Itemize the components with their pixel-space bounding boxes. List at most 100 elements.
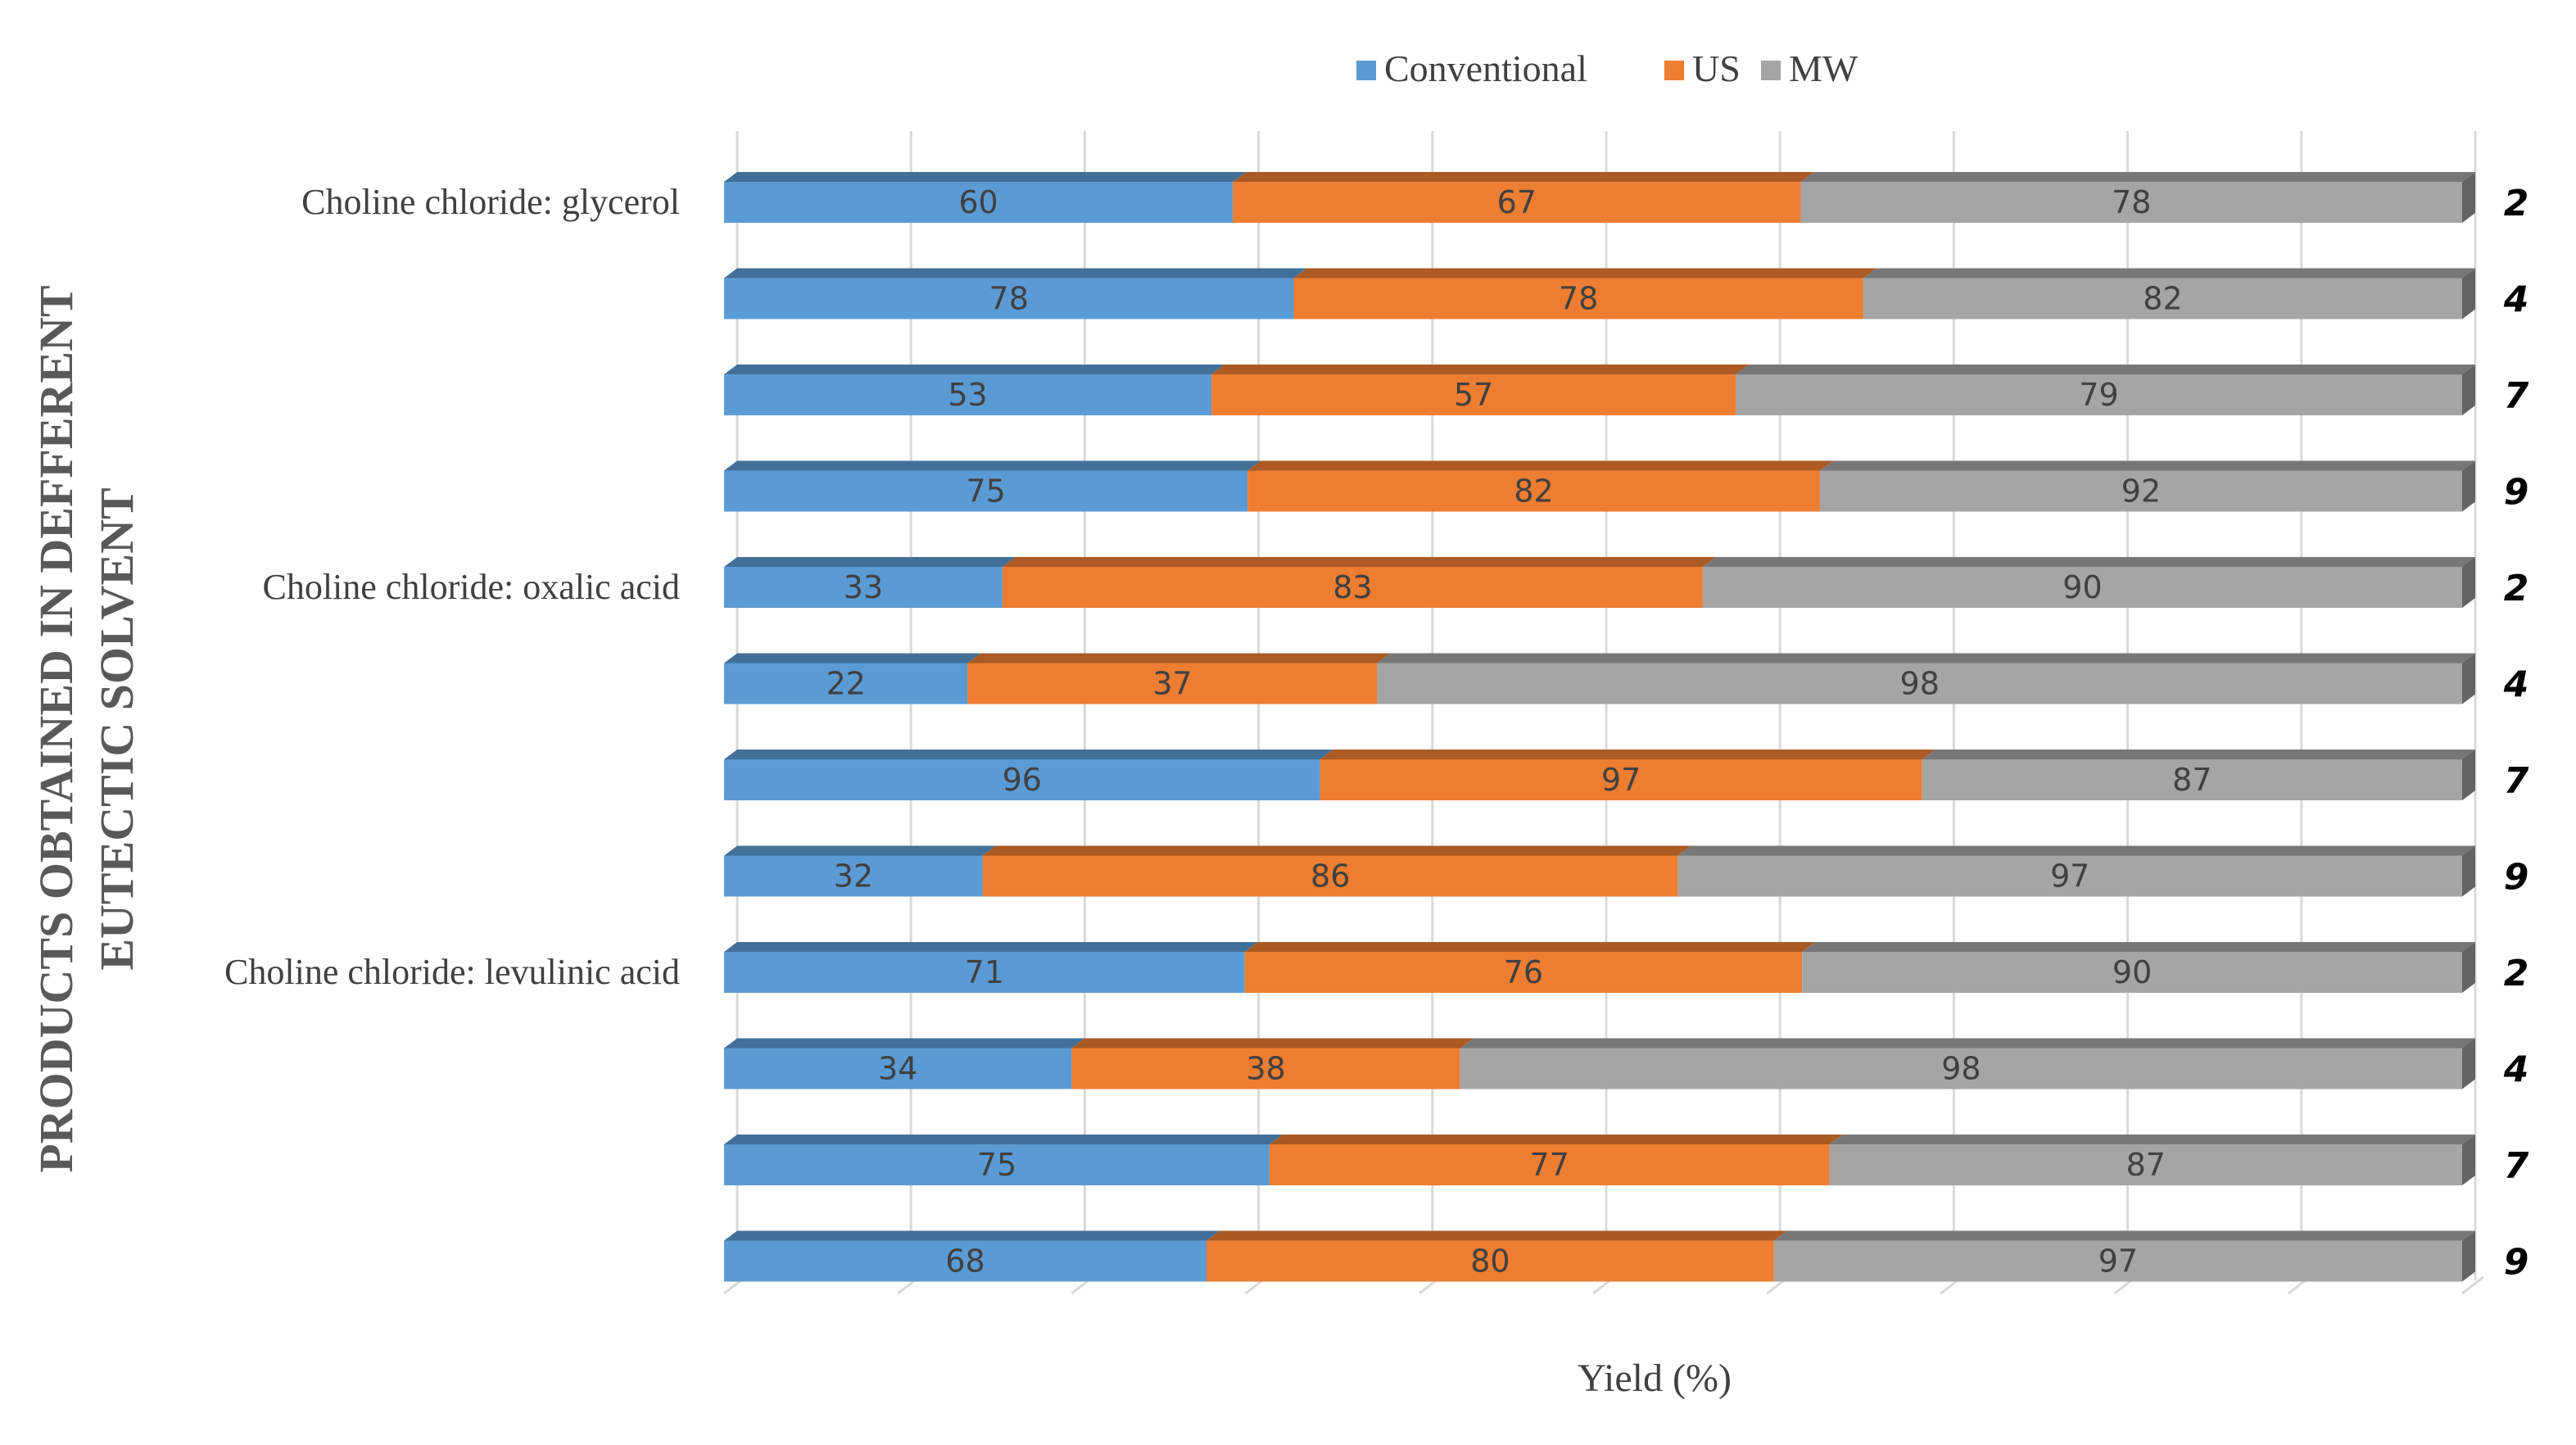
bar-segment (724, 759, 1320, 800)
bar-segment (1211, 374, 1736, 415)
bar-top-face (967, 653, 1391, 664)
bar-segment (724, 567, 1003, 608)
data-label: 86 (1311, 858, 1350, 895)
data-label: 87 (2126, 1147, 2166, 1183)
legend-swatch (1664, 61, 1684, 80)
bar-segment (1269, 1144, 1830, 1185)
bar-top-face (1460, 1038, 2475, 1049)
bar-segment (1377, 663, 2462, 704)
bar-segment (1922, 759, 2462, 800)
bar-segment (1802, 952, 2462, 993)
bar-segment (724, 182, 1234, 223)
bar-top-face (1244, 942, 1816, 952)
bar-segment (1800, 182, 2462, 223)
bar-segment (1819, 470, 2462, 512)
data-label: 32 (834, 858, 873, 895)
data-label: 77 (1530, 1147, 1569, 1183)
data-label: 98 (1900, 666, 1940, 702)
category-label: 9 (2504, 857, 2529, 899)
bar-segment (724, 663, 968, 704)
bar-segment (1206, 1240, 1774, 1282)
data-label: 68 (945, 1243, 985, 1280)
data-label: 97 (1601, 762, 1641, 798)
bar-segment (1863, 278, 2462, 319)
legend-label: MW (1789, 48, 1858, 89)
category-label: 7 (2504, 760, 2529, 802)
data-label: 80 (1470, 1243, 1510, 1280)
category-label: 4 (2503, 279, 2529, 321)
bar-side-face (2462, 1230, 2475, 1282)
data-label: 75 (977, 1147, 1016, 1183)
bar-top-face (1377, 653, 2475, 664)
bar-top-face (724, 845, 996, 856)
legend-swatch (1356, 61, 1376, 80)
legend-label: Conventional (1384, 48, 1587, 89)
group-label: Choline chloride: levulinic acid (224, 952, 680, 992)
bar-top-face (1233, 172, 1814, 182)
y-axis-title: PRODUCTS OBTAINED IN DEFFERENT EUTECTIC S… (29, 285, 143, 1172)
bar-top-face (1922, 750, 2475, 759)
category-label: 2 (2504, 183, 2529, 224)
bar-top-face (724, 750, 1333, 759)
data-label: 53 (948, 377, 987, 413)
bar-top-face (1247, 460, 1833, 471)
bar-segment (724, 1240, 1207, 1282)
data-label: 38 (1246, 1051, 1285, 1087)
bar-segment (724, 855, 983, 897)
bar-top-face (724, 653, 981, 664)
bar-side-face (2462, 172, 2475, 223)
bar-top-face (1269, 1135, 1843, 1144)
bar-top-face (724, 1230, 1220, 1241)
bar-top-face (724, 460, 1261, 471)
bar-side-face (2462, 557, 2475, 608)
bar-segment (724, 374, 1212, 415)
group-label: Choline chloride: glycerol (301, 182, 680, 222)
legend-label: US (1692, 48, 1741, 89)
bar-segment (724, 952, 1245, 993)
bar-top-face (724, 172, 1247, 182)
bar-top-face (1293, 268, 1877, 279)
bar-segment (1002, 567, 1703, 608)
data-label: 82 (2143, 281, 2182, 317)
category-label: 4 (2503, 1049, 2529, 1091)
bar-top-face (1211, 365, 1750, 374)
bar-segment (724, 1048, 1072, 1089)
bar-segment (1320, 759, 1922, 800)
data-label: 92 (2121, 473, 2161, 510)
bar-side-face (2462, 1135, 2475, 1185)
legend-swatch (1761, 61, 1781, 80)
data-label: 98 (1941, 1051, 1981, 1087)
data-label: 22 (826, 666, 865, 702)
data-label: 97 (2050, 858, 2089, 895)
x-axis-title: Yield (%) (1578, 1357, 1732, 1400)
data-label: 78 (2112, 184, 2151, 220)
bar-segment (724, 1144, 1270, 1185)
bar-top-face (1800, 172, 2475, 182)
data-label: 34 (878, 1051, 917, 1087)
data-label: 83 (1333, 569, 1372, 605)
bar-segment (1233, 182, 1801, 223)
bar-side-face (2462, 845, 2475, 897)
bar-segment (724, 278, 1294, 319)
bar-segment (1829, 1144, 2462, 1185)
bar-segment (1773, 1240, 2462, 1282)
bar-top-face (1736, 365, 2475, 374)
bar-top-face (1863, 268, 2475, 279)
floor-tick (2461, 1275, 2484, 1295)
bar-segment (1247, 470, 1820, 512)
bar-top-face (1320, 750, 1935, 759)
category-label: 2 (2504, 953, 2529, 994)
bar-segment (1244, 952, 1803, 993)
group-label: Choline chloride: oxalic acid (262, 567, 680, 607)
bar-segment (1702, 567, 2462, 608)
bar-side-face (2462, 942, 2475, 993)
bar-top-face (1071, 1038, 1474, 1049)
bar-top-face (1829, 1135, 2475, 1144)
y-axis-title-line: PRODUCTS OBTAINED IN DEFFERENT (29, 285, 83, 1172)
category-label: 9 (2504, 1242, 2529, 1284)
bar-top-face (724, 1135, 1283, 1144)
data-label: 90 (2062, 569, 2102, 605)
bar-side-face (2462, 1038, 2475, 1089)
bar-top-face (982, 845, 1691, 856)
data-label: 82 (1514, 473, 1553, 510)
